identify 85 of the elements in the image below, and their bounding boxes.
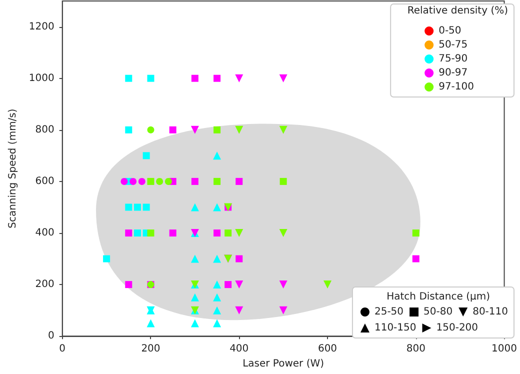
- point: [169, 126, 176, 134]
- point: [147, 74, 154, 82]
- point: [236, 178, 243, 185]
- point: [125, 74, 132, 82]
- point: [125, 281, 132, 288]
- legend-label: 0-50: [438, 26, 462, 36]
- point: [146, 319, 155, 328]
- point: [213, 306, 222, 314]
- y-tick-label: 600: [35, 176, 54, 187]
- x-tick-label: 1000: [492, 344, 517, 355]
- text: Hatch Distance (µm): [386, 292, 490, 302]
- x-axis-title: Laser Power (W): [242, 358, 324, 370]
- point: [147, 178, 154, 185]
- point: [103, 255, 110, 262]
- point: [236, 255, 243, 262]
- point: [279, 126, 288, 134]
- point: [235, 228, 244, 237]
- point: [279, 74, 288, 82]
- y-tick-label: 800: [35, 124, 54, 136]
- legend-label: 50-80: [424, 306, 453, 318]
- point: [214, 229, 221, 236]
- point: [190, 293, 199, 302]
- y-tick-label: 1000: [28, 72, 54, 84]
- point: [412, 229, 420, 236]
- y-tick-label: 200: [35, 279, 54, 290]
- point: [156, 178, 164, 185]
- point: [324, 280, 332, 289]
- point: [134, 229, 141, 236]
- point: [213, 203, 222, 212]
- x-tick-label: 600: [318, 344, 338, 355]
- point: [213, 319, 222, 328]
- x-tick-label: 200: [141, 344, 160, 355]
- legend-label: 150-200: [436, 322, 478, 334]
- legend-label: 75-90: [438, 54, 468, 64]
- point: [190, 254, 199, 263]
- point: [213, 293, 222, 302]
- point: [142, 152, 150, 160]
- point: [130, 178, 137, 185]
- legend-label: 25-50: [374, 306, 404, 318]
- point: [147, 126, 154, 134]
- text: Relative density (%): [407, 6, 508, 16]
- point: [214, 74, 221, 82]
- point: [412, 255, 420, 262]
- point: [120, 178, 128, 185]
- legend-label: 90-97: [438, 68, 468, 78]
- point: [190, 203, 199, 212]
- point: [235, 126, 244, 134]
- point: [235, 74, 244, 82]
- point: [125, 229, 132, 236]
- point: [224, 281, 232, 288]
- point: [224, 229, 232, 236]
- x-tick-label: 400: [230, 344, 249, 355]
- point: [147, 229, 154, 236]
- point: [279, 280, 288, 289]
- y-axis-title: Scanning Speed (mm/s): [8, 108, 18, 228]
- point: [235, 280, 244, 289]
- point: [190, 319, 199, 328]
- point: [279, 228, 288, 237]
- point: [164, 178, 172, 185]
- point: [142, 204, 150, 211]
- point: [213, 254, 222, 263]
- point: [190, 126, 199, 134]
- y-tick-label: 1200: [28, 21, 54, 32]
- x-tick-label: 0: [59, 344, 66, 355]
- point: [280, 178, 287, 185]
- y-tick-label: 400: [35, 227, 54, 238]
- legend-label: 110-150: [374, 322, 416, 334]
- point: [235, 306, 244, 314]
- x-tick-label: 800: [406, 344, 426, 355]
- y-tick-label: 0: [48, 330, 54, 342]
- point: [138, 178, 146, 185]
- legend-label: 97-100: [438, 82, 474, 92]
- point: [214, 126, 221, 134]
- point: [279, 306, 288, 314]
- point: [191, 178, 198, 185]
- point: [134, 204, 141, 211]
- point: [191, 74, 198, 82]
- point: [125, 126, 132, 134]
- point: [169, 229, 176, 236]
- point: [125, 204, 132, 211]
- point: [213, 152, 222, 160]
- legend-label: 50-75: [438, 40, 468, 50]
- point: [213, 280, 222, 289]
- point: [214, 178, 221, 185]
- legend-label: 80-110: [472, 306, 508, 318]
